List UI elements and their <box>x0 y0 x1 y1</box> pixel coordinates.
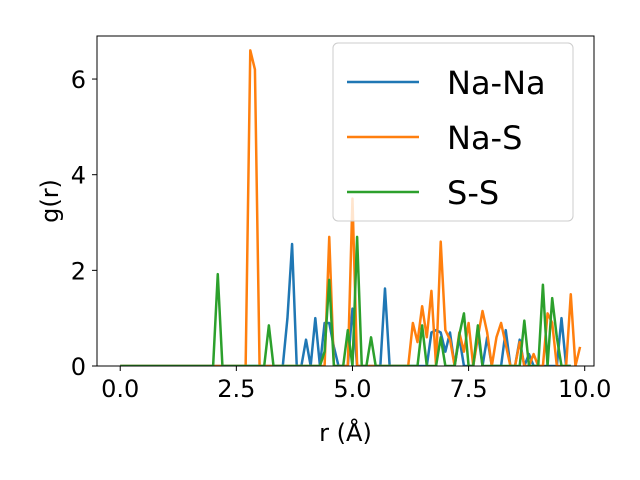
legend-label-s-s: S-S <box>447 174 499 212</box>
y-tick-label: 4 <box>71 162 86 190</box>
series-line-na-s <box>120 49 582 366</box>
y-tick-label: 6 <box>71 66 86 94</box>
legend: Na-Na Na-S S-S <box>332 42 574 222</box>
y-tick-label: 2 <box>71 257 86 285</box>
x-axis-label: r (Å) <box>319 418 372 447</box>
x-tick-label: 5.0 <box>333 375 371 403</box>
legend-label-na-s: Na-S <box>447 119 522 157</box>
y-tick-label: 0 <box>71 353 86 381</box>
x-tick-label: 0.0 <box>101 375 139 403</box>
x-tick-label: 2.5 <box>217 375 255 403</box>
y-axis-label: g(r) <box>36 179 64 223</box>
x-tick-label: 7.5 <box>450 375 488 403</box>
x-tick-label: 10.0 <box>558 375 611 403</box>
legend-box <box>332 42 574 222</box>
plot-frame <box>96 35 595 367</box>
legend-label-na-na: Na-Na <box>447 64 546 102</box>
series-layer <box>120 49 582 366</box>
axes-layer: 0.0 2.5 5.0 7.5 10.0 0 2 4 6 r (Å) g(r) <box>36 35 611 447</box>
